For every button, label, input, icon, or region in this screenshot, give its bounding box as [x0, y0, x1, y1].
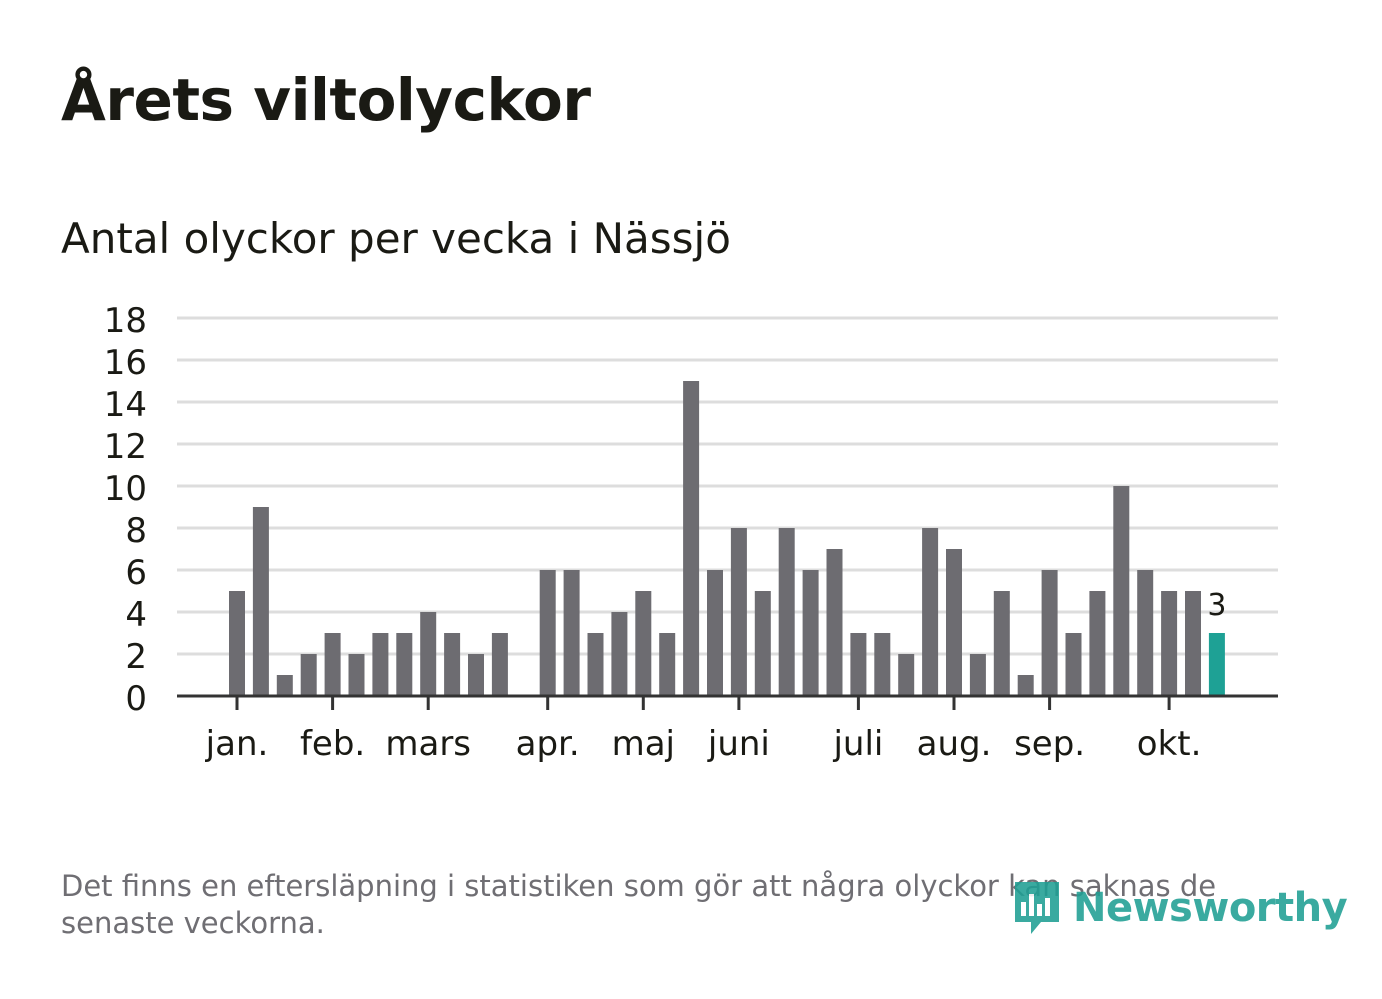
bar	[252, 507, 269, 696]
data-labels: 3	[1207, 588, 1226, 623]
bar	[778, 528, 795, 696]
x-tick-label: jan.	[205, 724, 269, 764]
bars	[229, 381, 1225, 696]
y-tick-label: 10	[104, 469, 147, 509]
x-tick-label: sep.	[1014, 724, 1085, 764]
bar	[946, 549, 962, 696]
bar	[874, 633, 891, 696]
newsworthy-logo-icon	[1015, 882, 1059, 934]
bar	[468, 654, 484, 696]
bar	[707, 570, 723, 696]
y-tick-label: 16	[104, 343, 147, 383]
bar	[898, 654, 915, 696]
bar	[730, 528, 747, 696]
bar	[850, 633, 867, 696]
bar	[300, 654, 317, 696]
grid-lines	[177, 316, 1278, 656]
bar	[635, 591, 652, 696]
bar	[372, 633, 389, 696]
bar	[922, 528, 939, 696]
y-tick-label: 12	[104, 427, 147, 467]
bar	[539, 570, 556, 696]
y-tick-label: 2	[125, 637, 147, 677]
y-tick-label: 18	[104, 301, 147, 341]
bar	[659, 633, 676, 696]
bar	[444, 633, 461, 696]
bar	[1113, 486, 1130, 696]
x-tick-label: mars	[385, 724, 471, 764]
x-tick-label: juni	[707, 724, 770, 764]
y-tick-label: 8	[125, 511, 147, 551]
chart-title: Årets viltolyckor	[61, 66, 591, 134]
y-tick-label: 14	[104, 385, 147, 425]
bar	[1017, 675, 1034, 696]
bar-highlight	[1208, 633, 1225, 696]
bar	[1089, 591, 1106, 696]
bar	[420, 612, 437, 696]
x-tick-label: aug.	[917, 724, 992, 764]
bar	[1185, 591, 1201, 696]
x-tick-label: okt.	[1137, 724, 1202, 764]
x-axis-ticks: jan. feb. mars apr. maj juni juli aug. sep. okt.	[205, 696, 1202, 764]
bar	[826, 549, 843, 696]
x-tick-label: juli	[832, 724, 883, 764]
y-tick-label: 4	[125, 595, 147, 635]
x-tick-label: maj	[612, 724, 675, 764]
bar	[802, 570, 819, 696]
logo-text: Newsworthy	[1073, 885, 1348, 931]
bar	[587, 633, 604, 696]
y-tick-label: 6	[125, 553, 147, 593]
bar	[993, 591, 1010, 696]
data-label-last: 3	[1207, 588, 1226, 623]
bar	[276, 675, 293, 696]
bar	[324, 633, 341, 696]
bar	[683, 381, 700, 696]
x-tick-label: apr.	[516, 724, 580, 764]
y-tick-label: 0	[125, 679, 147, 719]
bar	[1161, 591, 1178, 696]
bar	[754, 591, 771, 696]
bar	[229, 591, 245, 696]
bar	[491, 633, 508, 696]
bar	[396, 633, 413, 696]
bar	[348, 654, 365, 696]
bar	[1137, 570, 1154, 696]
x-tick-label: feb.	[300, 724, 365, 764]
chart-subtitle: Antal olyckor per vecka i Nässjö	[61, 214, 731, 263]
bar	[563, 570, 580, 696]
bar	[1065, 633, 1082, 696]
bar	[969, 654, 986, 696]
newsworthy-logo: Newsworthy	[1011, 878, 1348, 938]
bar	[611, 612, 628, 696]
bar	[1041, 570, 1058, 696]
